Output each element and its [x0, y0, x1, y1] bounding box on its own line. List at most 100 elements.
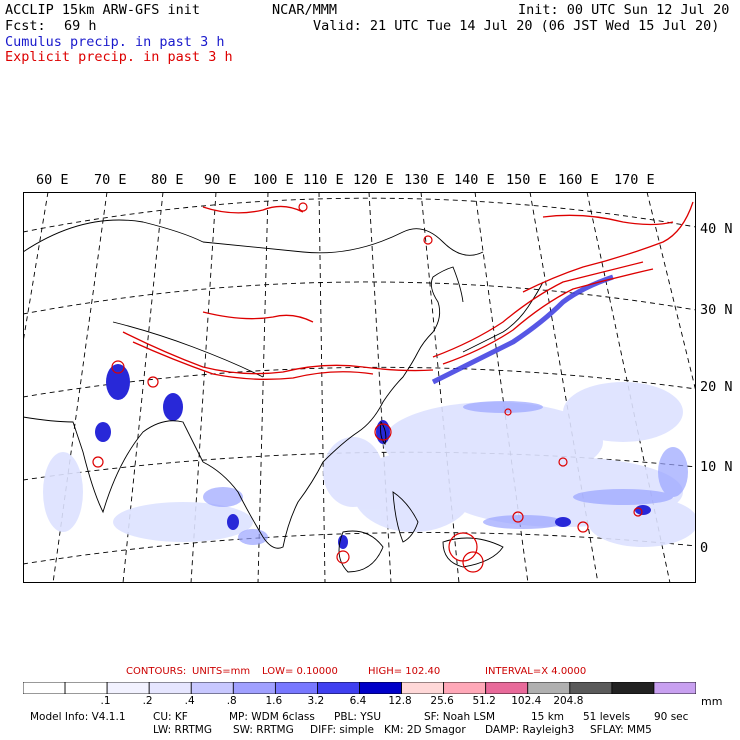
colorbar-swatch [232, 682, 276, 694]
contour-low: LOW= 0.10000 [262, 666, 338, 677]
coastline-china-korea [417, 266, 464, 353]
meridian-100e [257, 192, 269, 583]
coastline-borneo [338, 530, 384, 573]
colorbar-tick-label: 102.4 [511, 695, 542, 707]
colorbar-tick-label: 1.6 [265, 695, 283, 707]
colorbar-tick-label: .4 [184, 695, 195, 707]
contour-info: CONTOURS: UNITS=mm LOW= 0.10000 HIGH= 10… [0, 666, 740, 680]
meridian-150e [529, 192, 599, 583]
colorbar-tick-label: 204.8 [553, 695, 584, 707]
model-cu: CU: KF [153, 711, 188, 723]
map-frame [23, 192, 696, 583]
lon-label: 60 E [36, 172, 69, 188]
meridian-110e [318, 192, 326, 583]
colorbar-swatch [485, 682, 529, 694]
colorbar-swatch [527, 682, 571, 694]
colorbar-tick-label: 12.8 [388, 695, 412, 707]
fcst-label: Fcst: [5, 18, 46, 34]
lat-label: 20 N [700, 379, 733, 395]
colorbar-swatch [569, 682, 613, 694]
lon-label: 90 E [204, 172, 237, 188]
model-timestep: 90 sec [654, 711, 689, 723]
lon-label: 110 E [303, 172, 344, 188]
colorbar-unit: mm [701, 695, 723, 708]
lon-label: 170 E [614, 172, 655, 188]
model-sw: SW: RRTMG [233, 724, 294, 736]
coastline-india [23, 416, 204, 514]
lon-label: 80 E [151, 172, 184, 188]
colorbar [23, 682, 696, 694]
explicit-contour-front [442, 268, 654, 365]
colorbar-swatch [359, 682, 402, 694]
lat-label: 40 N [700, 221, 733, 237]
model-sflay: SFLAY: MM5 [590, 724, 652, 736]
colorbar-swatch [190, 682, 234, 694]
colorbar-tick-label: 25.6 [430, 695, 454, 707]
map-title: ACCLIP 15km ARW-GFS init [5, 2, 201, 18]
colorbar-swatch [611, 682, 655, 694]
cumulus-precip-medium [203, 401, 688, 545]
contour-label: CONTOURS: [126, 666, 187, 677]
legend-explicit: Explicit precip. in past 3 h [5, 49, 233, 65]
explicit-contour-front [432, 261, 644, 358]
border-himalaya [112, 321, 264, 378]
colorbar-swatch [401, 682, 445, 694]
coastline-southeast-asia [202, 351, 419, 549]
contour-interval: INTERVAL=X 4.0000 [485, 666, 587, 677]
parallel-40n [23, 197, 696, 233]
model-damp: DAMP: Rayleigh3 [485, 724, 575, 736]
colorbar-swatch [443, 682, 487, 694]
explicit-precip-cells [92, 202, 643, 573]
colorbar-swatch [106, 682, 150, 694]
colorbar-swatch [23, 682, 66, 694]
colorbar-swatch [653, 682, 696, 694]
colorbar-tick-label: 6.4 [349, 695, 367, 707]
valid-time: Valid: 21 UTC Tue 14 Jul 20 (06 JST Wed … [313, 18, 720, 34]
explicit-contour-tibet [122, 331, 434, 375]
model-km: KM: 2D Smagor [384, 724, 466, 736]
model-levels: 51 levels [583, 711, 631, 723]
model-diff: DIFF: simple [310, 724, 374, 736]
lon-label: 140 E [454, 172, 495, 188]
precipitation-map [23, 192, 696, 583]
lon-label: 100 E [253, 172, 294, 188]
meridian-60e [23, 192, 49, 346]
explicit-contour-tibet [132, 341, 374, 380]
explicit-contour-tibet-plateau [202, 311, 314, 323]
lon-label: 150 E [506, 172, 547, 188]
colorbar-tick-label: .1 [100, 695, 111, 707]
colorbar-tick-label: 51.2 [472, 695, 496, 707]
lat-label: 10 N [700, 459, 733, 475]
colorbar-swatch [64, 682, 108, 694]
model-mp: MP: WDM 6class [229, 711, 315, 723]
explicit-contour-front [522, 201, 694, 293]
cumulus-front-band [431, 274, 614, 385]
lon-label: 70 E [94, 172, 127, 188]
coastline-japan [462, 281, 544, 353]
init-time: Init: 00 UTC Sun 12 Jul 20 [518, 2, 730, 18]
border-mongolia [202, 228, 484, 256]
lon-label: 160 E [558, 172, 599, 188]
lon-label: 120 E [353, 172, 394, 188]
coastline-new-guinea [442, 537, 504, 568]
colorbar-tick-label: .8 [226, 695, 237, 707]
colorbar-swatch [274, 682, 318, 694]
colorbar-tick-label: 3.2 [307, 695, 325, 707]
model-resolution: 15 km [531, 711, 565, 723]
border-central-asia [23, 219, 204, 253]
coastline-philippines [392, 491, 419, 543]
parallel-30n [23, 281, 696, 315]
center-label: NCAR/MMM [272, 2, 338, 18]
model-sf: SF: Noah LSM [424, 711, 496, 723]
cumulus-precip-light [43, 382, 696, 547]
explicit-contour-north [202, 205, 304, 214]
explicit-contour-north [542, 214, 674, 226]
colorbar-tick-label: .2 [142, 695, 153, 707]
coastline-taiwan [380, 420, 387, 445]
cumulus-precip-heavy [95, 364, 651, 549]
lat-label: 0 [700, 540, 709, 556]
model-lw: LW: RRTMG [153, 724, 212, 736]
coastlines [23, 219, 544, 573]
lon-label: 130 E [404, 172, 445, 188]
model-pbl: PBL: YSU [334, 711, 382, 723]
